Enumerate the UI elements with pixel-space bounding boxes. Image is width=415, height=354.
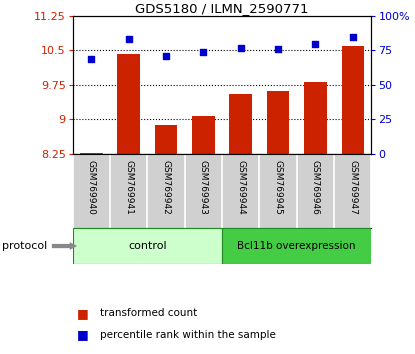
Point	[200, 49, 207, 55]
Point	[163, 53, 169, 59]
Bar	[80, 153, 103, 154]
Point	[349, 34, 356, 40]
Text: ■: ■	[77, 307, 88, 320]
Text: transformed count: transformed count	[100, 308, 197, 318]
Text: ■: ■	[77, 328, 88, 341]
Bar	[73, 228, 222, 264]
Point	[125, 36, 132, 42]
Text: GSM769944: GSM769944	[236, 160, 245, 215]
Point	[275, 46, 281, 52]
Title: GDS5180 / ILMN_2590771: GDS5180 / ILMN_2590771	[135, 2, 309, 15]
Bar	[342, 46, 364, 154]
Text: GSM769940: GSM769940	[87, 160, 96, 215]
Text: GSM769947: GSM769947	[348, 160, 357, 215]
Text: GSM769945: GSM769945	[273, 160, 283, 215]
Bar	[267, 91, 289, 154]
Text: GSM769946: GSM769946	[311, 160, 320, 215]
Text: GSM769943: GSM769943	[199, 160, 208, 215]
Bar	[304, 82, 327, 154]
Bar	[155, 125, 177, 154]
Text: control: control	[128, 241, 167, 251]
Text: GSM769942: GSM769942	[161, 160, 171, 215]
Bar	[229, 94, 252, 154]
Text: percentile rank within the sample: percentile rank within the sample	[100, 330, 276, 339]
Text: GSM769941: GSM769941	[124, 160, 133, 215]
Point	[312, 41, 319, 46]
Text: protocol: protocol	[2, 241, 47, 251]
Bar	[192, 116, 215, 154]
Point	[88, 56, 95, 62]
Bar	[222, 228, 371, 264]
Text: Bcl11b overexpression: Bcl11b overexpression	[237, 241, 356, 251]
Point	[237, 45, 244, 51]
Bar	[117, 54, 140, 154]
